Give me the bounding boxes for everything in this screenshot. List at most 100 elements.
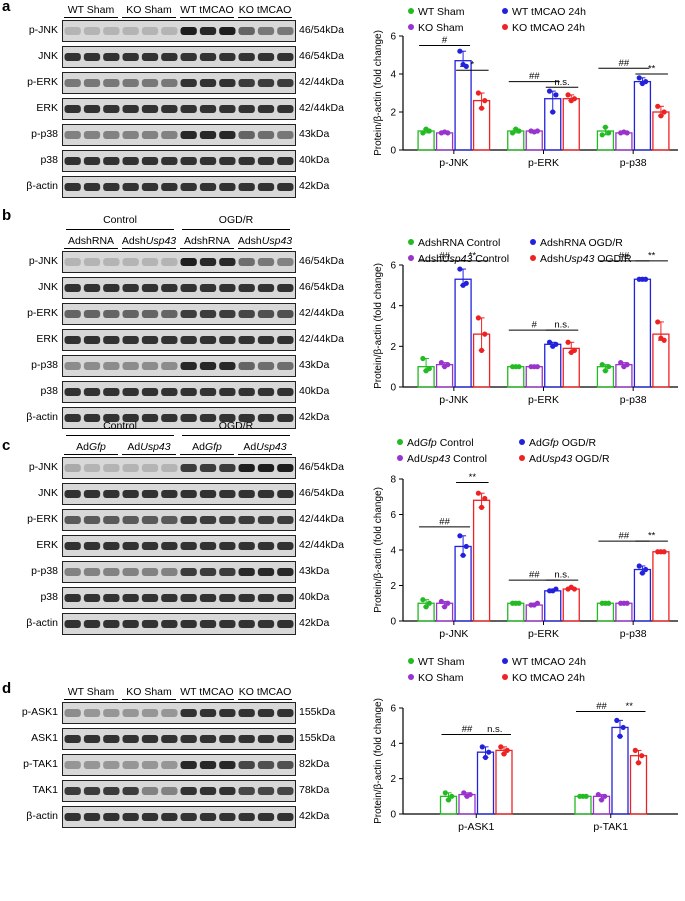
- data-point: [599, 132, 605, 138]
- band: [238, 620, 255, 628]
- band: [141, 709, 159, 717]
- protein-label: β-actin: [26, 411, 58, 423]
- band: [161, 490, 178, 498]
- label-text: WT tMCAO: [180, 4, 234, 16]
- band: [257, 53, 275, 61]
- band: [180, 53, 197, 61]
- band: [180, 362, 197, 370]
- band: [83, 414, 101, 422]
- band: [122, 284, 139, 292]
- label-prefix: Ad: [407, 453, 420, 465]
- band: [257, 620, 275, 628]
- bar: [611, 726, 629, 815]
- protein-label: p-p38: [31, 359, 58, 371]
- significance-label: ##: [619, 250, 630, 261]
- significance-label: **: [469, 250, 477, 261]
- data-point: [482, 331, 488, 337]
- data-point: [636, 563, 642, 569]
- protein-label: p38: [40, 591, 58, 603]
- data-point: [602, 368, 609, 374]
- blot-strip: [62, 98, 296, 120]
- y-tick-label: 0: [390, 383, 396, 394]
- data-point: [598, 797, 605, 803]
- data-point: [442, 790, 448, 796]
- band: [103, 310, 120, 318]
- panel-label: a: [2, 0, 11, 15]
- category-label: p-ASK1: [458, 821, 494, 833]
- band: [277, 813, 294, 821]
- lane-group-header: AdshUsp43: [116, 235, 182, 247]
- band: [64, 542, 81, 550]
- data-point: [457, 266, 463, 272]
- band: [277, 131, 294, 139]
- band: [64, 79, 81, 87]
- legend-dot-icon: [519, 455, 525, 461]
- legend-item: KO Sham: [408, 672, 464, 684]
- molecular-weight: 42kDa: [299, 810, 330, 822]
- band: [64, 105, 81, 113]
- data-point: [583, 793, 589, 799]
- group-label: OGD/R: [178, 420, 294, 432]
- label-text: AdshRNA: [67, 235, 115, 247]
- category-label: p-JNK: [439, 394, 468, 406]
- band: [180, 787, 197, 795]
- significance-label: ##: [619, 531, 630, 542]
- data-point: [420, 355, 426, 362]
- band: [161, 310, 178, 318]
- band: [103, 157, 120, 165]
- band: [122, 53, 139, 61]
- blot-row: p38 40kDa: [0, 587, 360, 609]
- blot-strip: [62, 46, 296, 68]
- y-axis-label: Protein/β-actin (fold change): [373, 487, 384, 613]
- label-text: KO tMCAO: [238, 4, 292, 16]
- band: [103, 336, 120, 344]
- y-tick-label: 4: [390, 739, 396, 750]
- bar: [633, 568, 652, 622]
- band: [180, 388, 197, 396]
- blot-strip: [62, 483, 296, 505]
- band: [64, 336, 81, 344]
- band: [161, 157, 178, 165]
- band: [141, 388, 159, 396]
- lane-group-header: AdshUsp43: [232, 235, 298, 247]
- molecular-weight: 46/54kDa: [299, 24, 344, 36]
- band: [103, 787, 120, 795]
- band: [83, 761, 101, 769]
- band: [277, 414, 294, 422]
- protein-label: p-TAK1: [23, 758, 58, 770]
- group-label: Control: [62, 214, 178, 226]
- legend: AdGfp Control AdGfp OGD/R AdUsp43 Control A…: [397, 437, 677, 471]
- band: [64, 388, 81, 396]
- band: [180, 310, 197, 318]
- blot-strip: [62, 613, 296, 635]
- band: [180, 258, 197, 266]
- lane-group-header: AdUsp43: [116, 441, 182, 453]
- label-prefix: Ad: [127, 441, 141, 453]
- band: [122, 79, 139, 87]
- label-prefix: Ad: [192, 441, 205, 453]
- band: [219, 490, 236, 498]
- lane-group-header: WT tMCAO: [174, 686, 240, 698]
- band: [64, 568, 81, 576]
- bar: [633, 278, 652, 388]
- bar: [507, 366, 525, 388]
- y-tick-label: 4: [390, 546, 396, 557]
- band: [219, 310, 236, 318]
- band: [103, 27, 120, 35]
- band: [238, 464, 255, 472]
- blot-row: p-ERK 42/44kDa: [0, 303, 360, 325]
- blot-row: ASK1 155kDa: [0, 728, 360, 750]
- band: [199, 709, 217, 717]
- blot-row: p-ASK1 155kDa: [0, 702, 360, 724]
- lane-group-header: AdGfp: [58, 441, 124, 453]
- category-label: p-TAK1: [593, 821, 628, 833]
- gene-name: Gfp: [88, 441, 106, 453]
- data-point: [546, 339, 553, 345]
- y-tick-label: 2: [390, 774, 396, 785]
- band: [199, 620, 217, 628]
- significance-label: n.s.: [487, 724, 502, 735]
- band: [180, 516, 197, 524]
- band: [257, 568, 275, 576]
- lane-group-header: AdGfp: [174, 441, 240, 453]
- lane-group-underline: [180, 248, 234, 249]
